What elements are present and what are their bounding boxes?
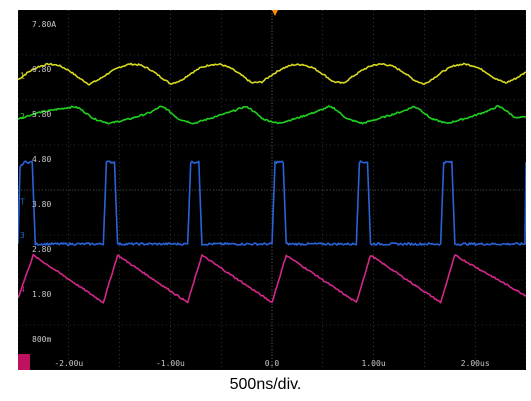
trigger-position-marker bbox=[272, 10, 278, 16]
channel-marker-2: 2 bbox=[20, 112, 25, 121]
channel-markers: 1 2 T 3 4 bbox=[20, 71, 25, 294]
x-tick-label: 0.0 bbox=[265, 359, 280, 368]
y-tick-label: 6.80 bbox=[32, 65, 51, 74]
x-tick-label: -1.00u bbox=[156, 359, 185, 368]
channel-marker-1: 1 bbox=[20, 71, 25, 80]
trace-series-4 bbox=[18, 253, 526, 304]
trace-series-1 bbox=[18, 62, 526, 86]
y-tick-label: 5.80 bbox=[32, 110, 51, 119]
channel-4-indicator bbox=[18, 354, 30, 370]
channel-marker-T: T bbox=[20, 197, 25, 206]
oscilloscope-display: 7.80A 6.80 5.80 4.80 3.80 2.80 1.80 800m -2.00u… bbox=[18, 10, 526, 370]
timebase-caption: 500ns/div. bbox=[229, 376, 302, 393]
channel-marker-3: 3 bbox=[20, 231, 25, 240]
y-tick-label: 2.80 bbox=[32, 245, 51, 254]
x-tick-label: 2.00us bbox=[461, 359, 490, 368]
y-tick-label: 3.80 bbox=[32, 200, 51, 209]
x-tick-labels: -2.00u -1.00u 0.0 1.00u 2.00us bbox=[54, 359, 489, 368]
y-tick-labels: 7.80A 6.80 5.80 4.80 3.80 2.80 1.80 800m bbox=[32, 20, 56, 344]
trace-series-3 bbox=[18, 160, 526, 246]
y-tick-label: 1.80 bbox=[32, 290, 51, 299]
waveform-plot: 7.80A 6.80 5.80 4.80 3.80 2.80 1.80 800m -2.00u… bbox=[18, 10, 526, 370]
y-tick-label: 4.80 bbox=[32, 155, 51, 164]
x-tick-label: -2.00u bbox=[54, 359, 83, 368]
traces bbox=[18, 62, 526, 304]
grid bbox=[18, 10, 526, 370]
x-tick-label: 1.00u bbox=[362, 359, 386, 368]
y-tick-label: 800m bbox=[32, 335, 51, 344]
trace-series-2 bbox=[18, 104, 526, 125]
y-tick-label: 7.80A bbox=[32, 20, 56, 29]
channel-marker-4: 4 bbox=[20, 285, 25, 294]
